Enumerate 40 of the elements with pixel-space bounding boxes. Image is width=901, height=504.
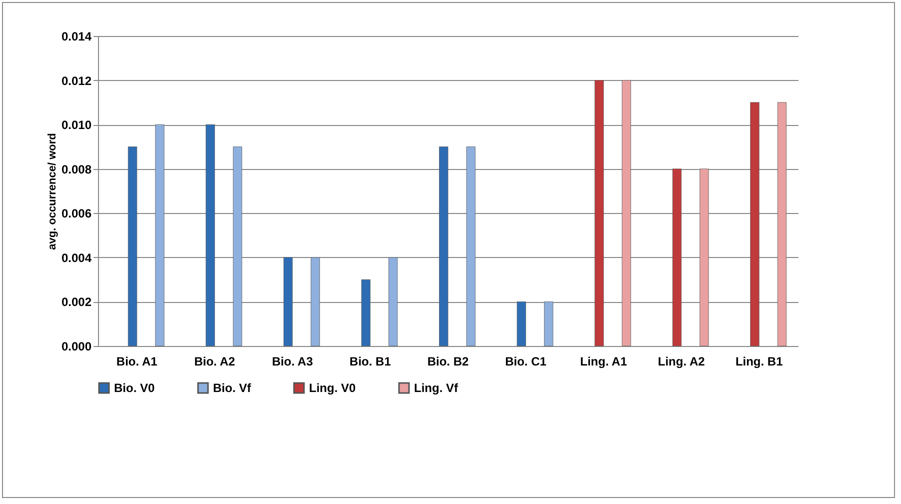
y-tick-label: 0.004	[61, 250, 92, 265]
bar	[516, 302, 526, 346]
y-tick-label: 0.000	[61, 340, 92, 354]
bar	[361, 279, 370, 346]
x-tick-label: Bio. B2	[427, 354, 469, 368]
y-tick-label: 0.002	[61, 295, 92, 310]
x-tick-label: Ling. B1	[735, 354, 784, 368]
x-tick-label: Ling. A1	[580, 354, 628, 368]
bar	[594, 80, 604, 346]
bar	[155, 124, 164, 346]
x-tick-label: Bio. A1	[116, 354, 158, 368]
y-tick-label: 0.012	[61, 74, 92, 88]
legend-label: Bio. V0	[114, 381, 155, 395]
bar	[206, 124, 215, 346]
bar	[544, 302, 554, 346]
legend-label: Ling. V0	[309, 381, 356, 395]
y-tick-label: 0.008	[61, 162, 92, 176]
y-tick-label: 0.010	[61, 118, 92, 132]
bar	[622, 80, 631, 346]
x-tick-label: Bio. B1	[350, 354, 392, 368]
bar	[672, 168, 682, 346]
bar	[388, 257, 398, 346]
bar	[466, 146, 476, 346]
bar	[232, 146, 242, 346]
bar	[777, 102, 787, 346]
x-tick-label: Bio. A3	[272, 354, 314, 368]
y-axis-title: avg. occurrence/ word	[46, 133, 58, 250]
bar	[284, 257, 293, 346]
bar	[439, 146, 448, 346]
legend-label: Ling. Vf	[414, 381, 459, 395]
bar	[128, 146, 138, 346]
y-tick-label: 0.014	[61, 30, 92, 44]
x-tick-label: Ling. A2	[658, 354, 706, 368]
x-tick-label: Bio. C1	[505, 354, 547, 368]
bar	[700, 168, 709, 346]
x-tick-label: Bio. A2	[194, 354, 236, 368]
bar	[310, 257, 320, 346]
legend-label: Bio. Vf	[213, 381, 252, 395]
bar	[750, 102, 760, 346]
y-tick-label: 0.006	[61, 206, 92, 221]
